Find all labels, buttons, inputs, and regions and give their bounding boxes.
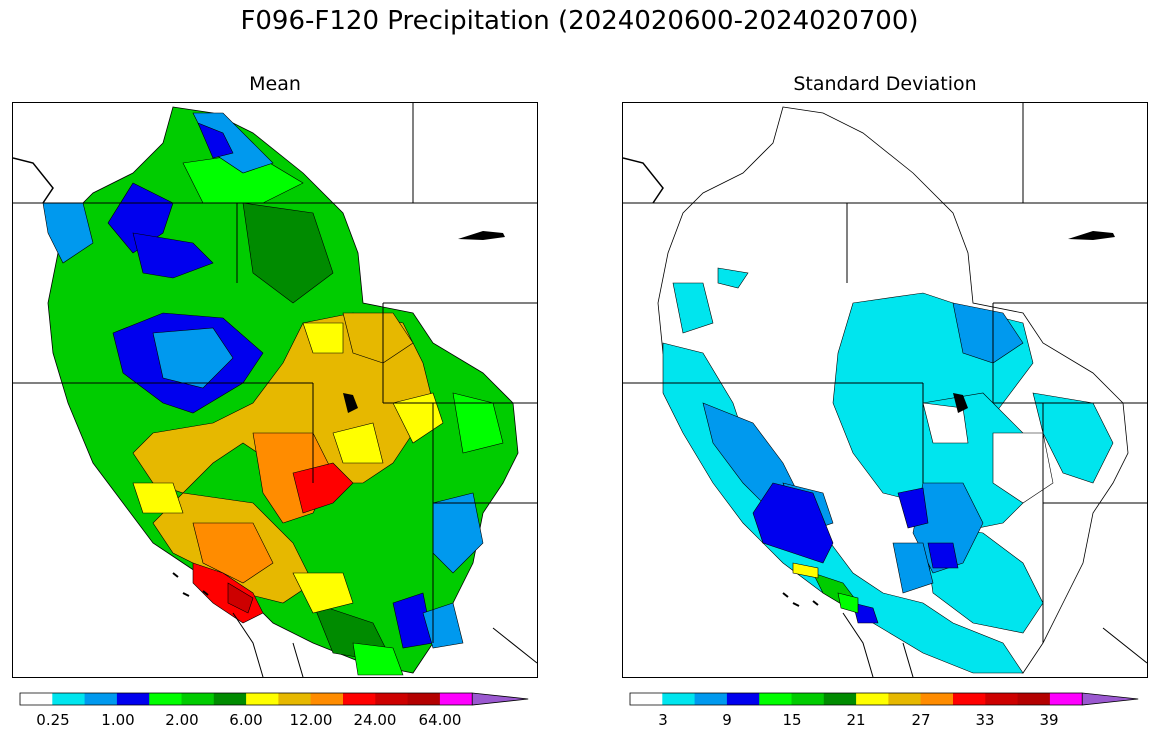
colorbar-extend-arrow <box>471 692 529 706</box>
colorbar-segment <box>953 693 986 705</box>
stddev-tick-label: 9 <box>722 711 732 729</box>
stddev-colorbar-svg <box>629 692 1139 706</box>
colorbar-segment <box>246 693 279 705</box>
stddev-tick-label: 21 <box>846 711 866 729</box>
colorbar-segment <box>920 693 954 705</box>
mean-tick-label: 64.00 <box>418 711 462 729</box>
colorbar-segment <box>985 693 1019 705</box>
colorbar-segment <box>856 693 889 705</box>
colorbar-segment <box>343 693 376 705</box>
colorbar-segment <box>20 693 53 705</box>
stddev-tick-label: 15 <box>782 711 802 729</box>
colorbar-segment <box>1049 693 1083 705</box>
stddev-map <box>622 102 1148 678</box>
mean-map <box>12 102 538 678</box>
mean-tick-label: 24.00 <box>353 711 397 729</box>
colorbar-segment <box>791 693 825 705</box>
colorbar-segment <box>1017 693 1051 705</box>
colorbar-segment <box>726 693 760 705</box>
mean-tick-label: 1.00 <box>101 711 135 729</box>
colorbar-segment <box>439 693 473 705</box>
colorbar-outline <box>19 692 473 706</box>
mean-tick-label: 0.25 <box>36 711 70 729</box>
stddev-tick-label: 3 <box>658 711 668 729</box>
mean-colorbar <box>19 690 530 706</box>
colorbar-segment <box>213 693 247 705</box>
colorbar-outline <box>629 692 1083 706</box>
colorbar-segment <box>149 693 182 705</box>
mean-tick-label: 6.00 <box>229 711 263 729</box>
colorbar-segment <box>52 693 86 705</box>
colorbar-segment <box>823 693 857 705</box>
stddev-panel-title: Standard Deviation <box>793 73 977 95</box>
stddev-tick-label: 33 <box>975 711 995 729</box>
colorbar-segment <box>181 693 215 705</box>
colorbar-extend-arrow <box>1081 692 1139 706</box>
mean-tick-label: 2.00 <box>165 711 199 729</box>
colorbar-segment <box>310 693 344 705</box>
colorbar-segment <box>759 693 792 705</box>
colorbar-segment <box>630 693 663 705</box>
stddev-tick-label: 39 <box>1039 711 1059 729</box>
colorbar-segment <box>888 693 922 705</box>
colorbar-segment <box>694 693 728 705</box>
colorbar-segment <box>662 693 696 705</box>
colorbar-segment <box>116 693 150 705</box>
colorbar-segment <box>375 693 409 705</box>
stddev-colorbar <box>629 690 1140 706</box>
figure-title: F096-F120 Precipitation (2024020600-2024… <box>240 6 919 36</box>
colorbar-segment <box>84 693 118 705</box>
mean-tick-label: 12.00 <box>289 711 333 729</box>
colorbar-segment <box>278 693 312 705</box>
stddev-tick-label: 27 <box>911 711 931 729</box>
stddev-map-svg <box>623 103 1147 677</box>
mean-map-svg <box>13 103 537 677</box>
mean-colorbar-svg <box>19 692 529 706</box>
mean-panel-title: Mean <box>249 73 301 95</box>
colorbar-segment <box>407 693 441 705</box>
